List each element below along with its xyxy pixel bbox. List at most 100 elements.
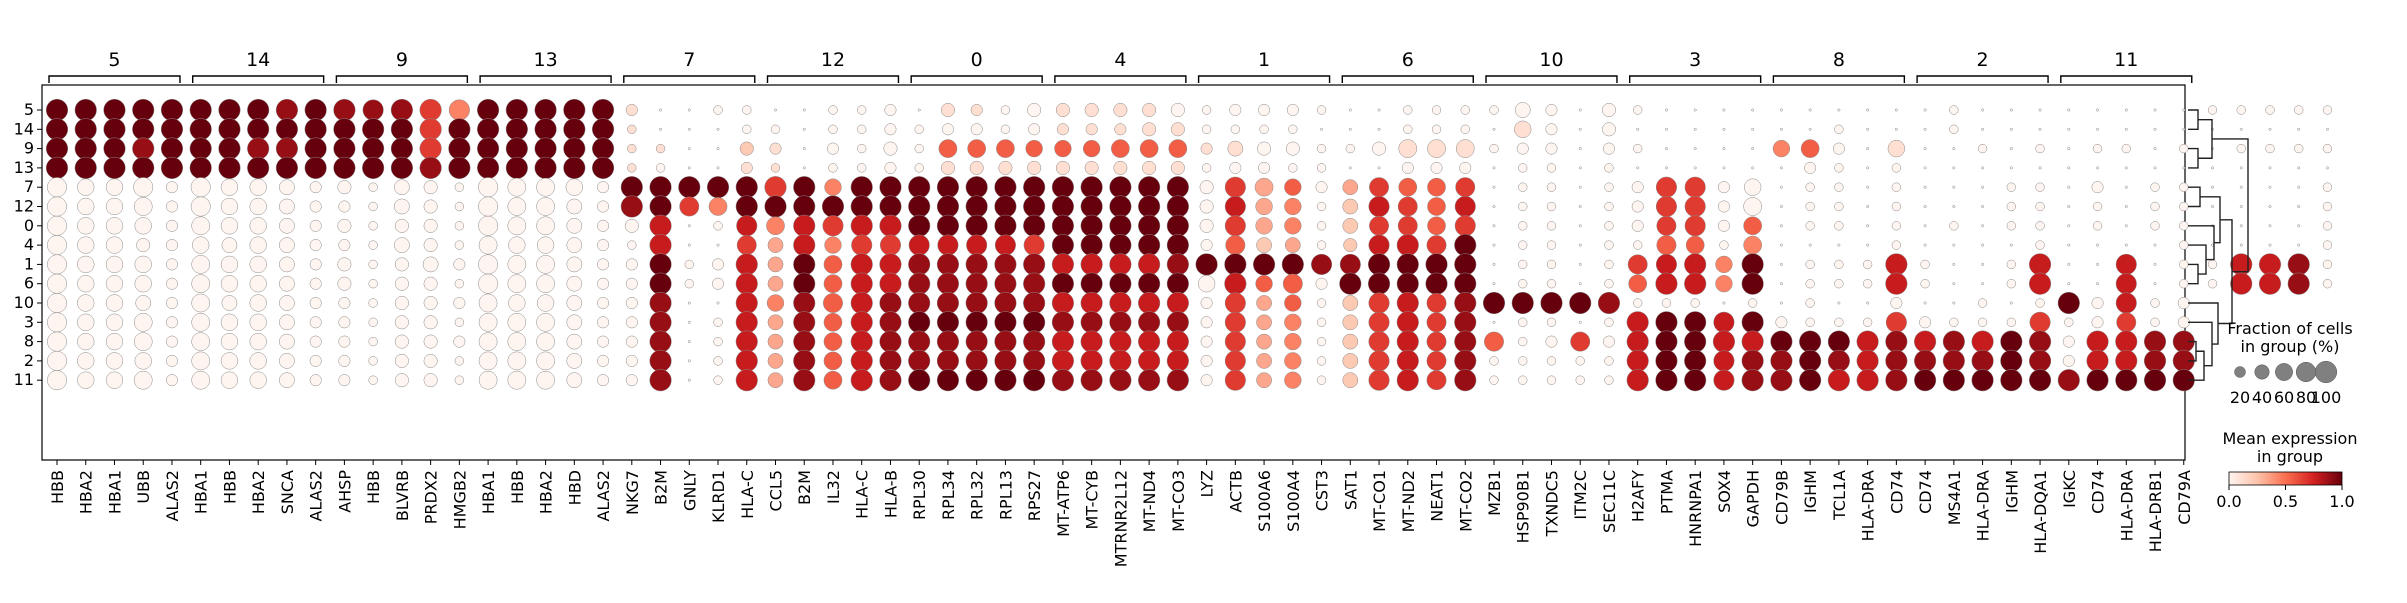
x-tick-label: MS4A1 — [1945, 470, 1964, 525]
dot — [1684, 272, 1707, 295]
dot — [279, 353, 295, 369]
dot — [1288, 163, 1298, 173]
dot — [1254, 177, 1274, 197]
dot — [712, 258, 725, 271]
dot — [2029, 349, 2052, 372]
dot — [1257, 141, 1272, 156]
x-tick-label: MT-CO3 — [1169, 470, 1188, 532]
dot — [2207, 279, 2218, 289]
dot — [1256, 372, 1272, 389]
dot — [1285, 141, 1300, 156]
dot — [1085, 123, 1098, 136]
dot — [165, 277, 178, 290]
dot — [1805, 279, 1815, 289]
dot — [2009, 127, 2013, 131]
dot — [1743, 235, 1762, 255]
dot — [857, 163, 867, 173]
dot — [337, 218, 352, 233]
dot — [1023, 272, 1046, 295]
dot — [793, 330, 816, 353]
dot — [1138, 195, 1161, 218]
dot — [1138, 253, 1161, 276]
dot — [279, 179, 295, 196]
dot — [2268, 224, 2272, 228]
dot — [1856, 369, 1879, 392]
x-tick-label: TXNDC5 — [1542, 470, 1561, 537]
dot — [1655, 311, 1678, 334]
group-label: 1 — [1258, 49, 1270, 71]
dendrogram-branch — [2188, 244, 2207, 275]
dot — [936, 330, 959, 353]
x-tick-label: HBA2 — [537, 470, 556, 514]
dot — [2179, 259, 2189, 270]
dot — [368, 182, 378, 192]
dot — [1779, 262, 1783, 266]
dot — [966, 234, 988, 256]
dot — [735, 272, 758, 295]
dot — [536, 294, 555, 312]
dot — [1348, 127, 1352, 131]
dot — [394, 218, 409, 233]
dot — [249, 197, 267, 216]
dot — [1856, 349, 1879, 372]
dot — [1396, 369, 1419, 392]
dot — [965, 330, 988, 353]
dot — [2153, 282, 2157, 286]
dot — [821, 195, 845, 218]
y-tick-label: 12 — [14, 197, 34, 216]
dot — [1719, 240, 1729, 250]
dot — [249, 255, 267, 274]
dot — [1316, 105, 1327, 115]
dot — [2294, 105, 2304, 115]
dot — [1684, 176, 1706, 198]
dot — [1655, 272, 1678, 295]
dot — [47, 350, 67, 371]
dot — [77, 255, 95, 274]
dot — [247, 118, 270, 141]
dot — [1256, 314, 1272, 331]
dot — [2326, 127, 2329, 131]
x-tick-label: MT-CYB — [1083, 470, 1102, 530]
dot — [2009, 108, 2013, 112]
dot — [77, 332, 95, 351]
dot — [1284, 217, 1302, 235]
dot — [454, 221, 465, 231]
dot — [1139, 139, 1159, 158]
dot — [507, 255, 527, 274]
dot — [1578, 205, 1582, 208]
dendrogram-branch — [2198, 118, 2213, 159]
dot — [2124, 185, 2128, 189]
dot — [687, 378, 691, 382]
dot — [713, 356, 723, 366]
dot — [2067, 224, 2071, 228]
dot — [1311, 253, 1333, 275]
dendrogram-branch — [2212, 138, 2249, 273]
size-legend-label: 40 — [2252, 388, 2272, 407]
dot — [823, 351, 843, 371]
dot — [2035, 201, 2045, 212]
dot — [884, 161, 897, 174]
dot — [165, 239, 178, 252]
dot — [390, 98, 413, 122]
dot — [394, 276, 409, 291]
dot — [1256, 237, 1272, 253]
dot — [218, 118, 241, 141]
dot — [1656, 235, 1677, 256]
dot — [1578, 108, 1582, 112]
dot — [735, 176, 758, 199]
dot — [362, 99, 384, 121]
dot — [1949, 221, 1959, 231]
dot — [917, 108, 921, 112]
x-tick-label: RPL30 — [910, 470, 929, 520]
dot — [165, 200, 178, 213]
dot — [649, 234, 672, 257]
dot — [1284, 352, 1302, 370]
dot — [338, 239, 351, 252]
dot — [2265, 105, 2275, 115]
dot — [1369, 215, 1389, 236]
dot — [2067, 147, 2071, 151]
dot — [994, 291, 1017, 315]
dot — [1489, 375, 1499, 385]
dot — [1109, 311, 1132, 334]
dot — [2096, 262, 2099, 266]
